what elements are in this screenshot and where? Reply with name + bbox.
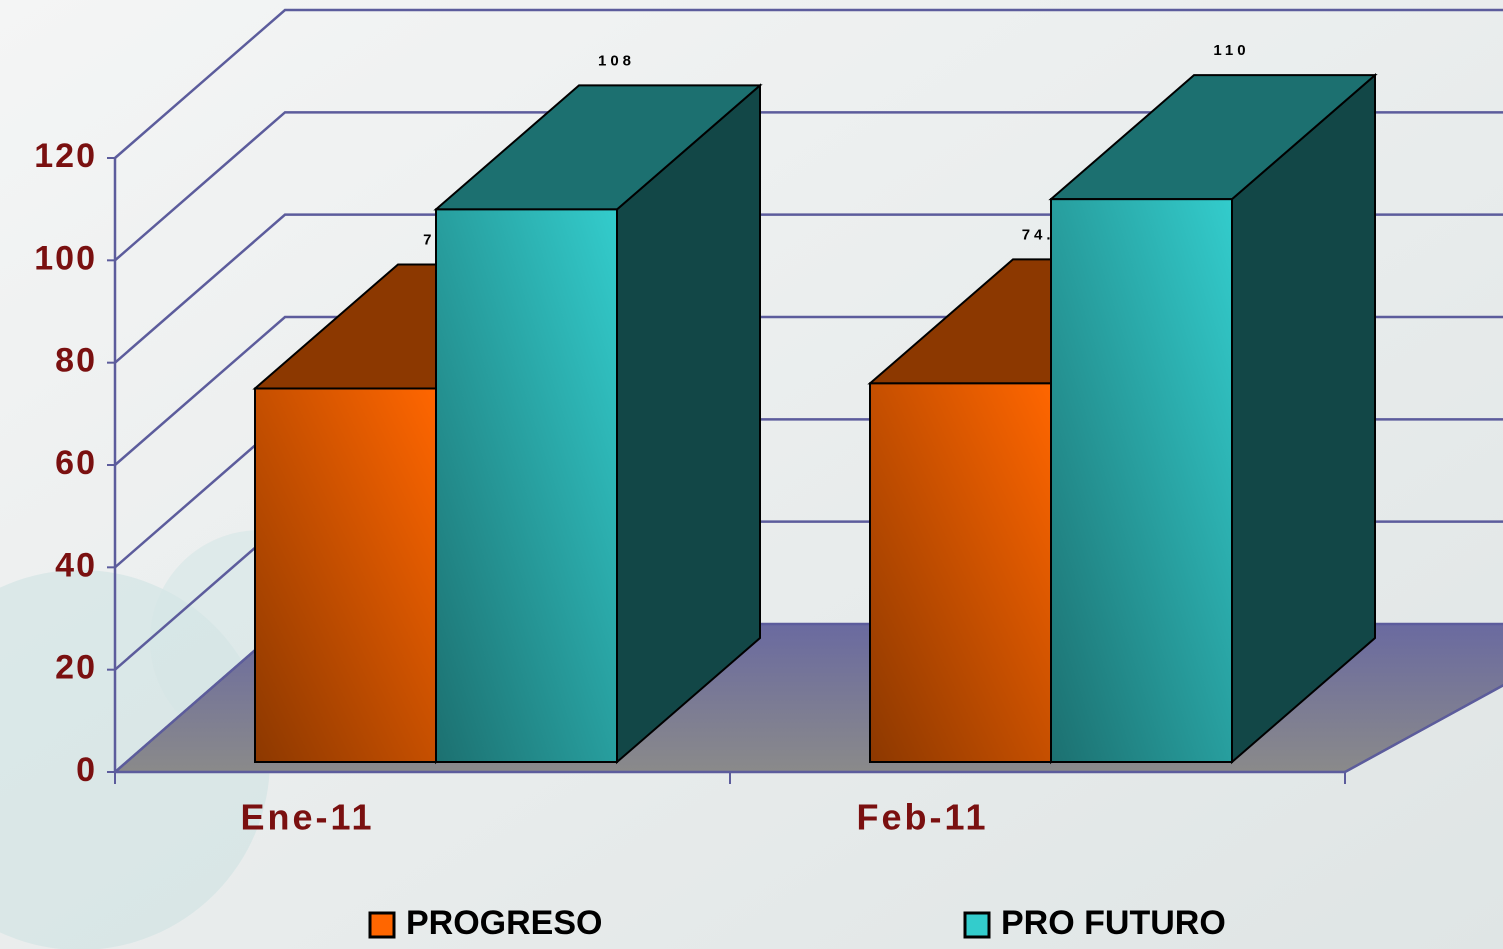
- y-tick-label: 40: [55, 546, 97, 584]
- y-tick-label: 0: [76, 751, 97, 789]
- grid-line: [114, 8, 1503, 159]
- y-tick-label: 120: [34, 137, 97, 175]
- value-label: 110: [1213, 42, 1249, 59]
- y-tick-label: 60: [55, 444, 97, 482]
- bar-shade: [255, 388, 436, 762]
- floor-edge: [1344, 683, 1503, 774]
- grid-line: [114, 111, 1503, 262]
- y-tick-label: 20: [55, 649, 97, 687]
- bar-shade: [436, 209, 617, 762]
- legend-swatch: [963, 911, 991, 939]
- x-tick-label: Ene-11: [240, 797, 374, 838]
- bar-shade: [1051, 199, 1232, 762]
- bar: [433, 83, 763, 765]
- value-label: 108: [598, 52, 635, 69]
- bar: [1048, 72, 1378, 765]
- legend-swatch: [368, 911, 396, 939]
- bar-shade: [870, 383, 1051, 762]
- legend-label: PROGRESO: [406, 904, 602, 942]
- y-tick-label: 100: [34, 239, 97, 277]
- y-tick-label: 80: [55, 342, 97, 380]
- legend-label: PRO FUTURO: [1001, 904, 1226, 942]
- x-tick-label: Feb-11: [856, 797, 988, 838]
